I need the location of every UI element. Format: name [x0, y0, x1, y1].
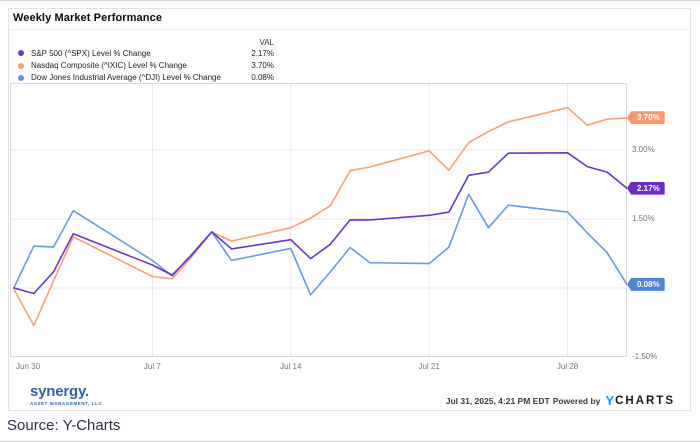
- synergy-logo-text: synergy.: [30, 383, 89, 400]
- series-line: [13, 193, 627, 296]
- y-axis-tick-label: 3.00%: [632, 145, 655, 154]
- legend-series-label: S&P 500 (^SPX) Level % Change: [31, 48, 151, 58]
- legend-series-dot-icon: [18, 74, 24, 81]
- y-axis-tick-label: 1.50%: [632, 214, 655, 223]
- powered-by-label: Powered by: [552, 395, 601, 406]
- legend-item: S&P 500 (^SPX) Level % Change 2.17%: [18, 47, 274, 59]
- legend-header: VAL: [18, 37, 274, 47]
- x-axis-tick-label: Jul 21: [418, 362, 440, 371]
- legend-series-value: 0.08%: [251, 73, 274, 83]
- footer-stamp: Jul 31, 2025, 4:21 PM EDT Powered by Y C…: [446, 393, 675, 408]
- legend-item: Nasdaq Composite (^IXIC) Level % Change 3…: [18, 59, 274, 71]
- x-axis-tick-label: Jul 28: [556, 362, 579, 371]
- source-caption: Source: Y-Charts: [7, 417, 121, 434]
- series-end-value-badge: 0.08%: [627, 277, 665, 291]
- legend: VAL S&P 500 (^SPX) Level % Change 2.17% Na…: [18, 37, 274, 84]
- series-line: [13, 106, 627, 327]
- x-axis-tick-label: Jul 7: [143, 362, 161, 371]
- series-end-value-badge: 3.70%: [627, 111, 665, 125]
- y-axis-tick-label: -1.50%: [632, 352, 658, 361]
- chart-card: [8, 8, 691, 411]
- series-line: [13, 152, 627, 295]
- title-divider: [9, 29, 690, 30]
- legend-series-value: 2.17%: [251, 48, 274, 58]
- legend-val-header: VAL: [259, 37, 274, 47]
- x-axis-tick-label: Jul 14: [280, 362, 302, 371]
- legend-series-dot-icon: [18, 62, 24, 69]
- synergy-logo: synergy. ASSET MANAGEMENT, LLC: [30, 384, 102, 406]
- ycharts-logo-text: CHARTS: [615, 394, 675, 407]
- legend-item: Dow Jones Industrial Average (^DJI) Leve…: [18, 72, 274, 84]
- plot-area: [10, 83, 627, 357]
- legend-series-dot-icon: [18, 50, 24, 57]
- ycharts-logo: Y CHARTS: [605, 393, 675, 408]
- synergy-logo-subtext: ASSET MANAGEMENT, LLC: [30, 401, 103, 406]
- legend-series-label: Nasdaq Composite (^IXIC) Level % Change: [31, 61, 187, 71]
- timestamp: Jul 31, 2025, 4:21 PM EDT: [445, 395, 550, 406]
- legend-series-value: 3.70%: [251, 61, 274, 71]
- legend-series-label: Dow Jones Industrial Average (^DJI) Leve…: [31, 73, 221, 83]
- x-axis-tick-label: Jun 30: [16, 362, 41, 371]
- ycharts-logo-y: Y: [605, 393, 615, 408]
- series-end-value-badge: 2.17%: [627, 181, 665, 195]
- chart-title: Weekly Market Performance: [13, 12, 163, 24]
